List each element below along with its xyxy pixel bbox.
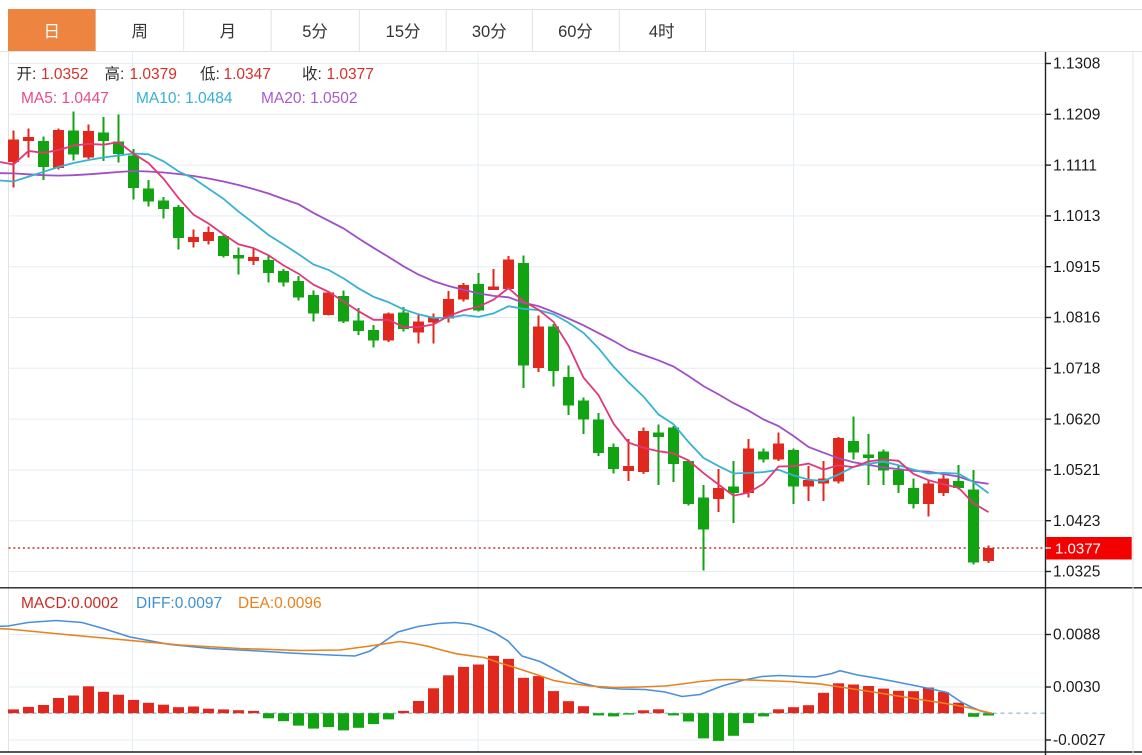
- svg-text:5分: 5分: [302, 22, 328, 41]
- svg-text:1.0325: 1.0325: [1053, 564, 1100, 581]
- svg-text:MA5: 1.0447: MA5: 1.0447: [21, 90, 109, 107]
- svg-text:1.0423: 1.0423: [1053, 513, 1100, 530]
- svg-text:周: 周: [132, 23, 149, 41]
- svg-text:4时: 4时: [649, 22, 675, 41]
- svg-text:1.0718: 1.0718: [1053, 361, 1100, 378]
- svg-text:30分: 30分: [472, 22, 507, 41]
- svg-text:1.1209: 1.1209: [1053, 107, 1100, 124]
- svg-text:MACD:0.0002: MACD:0.0002: [21, 595, 118, 612]
- svg-text:1.0816: 1.0816: [1053, 310, 1100, 327]
- svg-text:低:: 低:: [200, 65, 220, 83]
- svg-text:1.0352: 1.0352: [41, 66, 88, 83]
- svg-text:0.0030: 0.0030: [1053, 679, 1101, 696]
- svg-text:1.0521: 1.0521: [1053, 462, 1100, 479]
- svg-text:日: 日: [43, 23, 60, 41]
- svg-text:1.0620: 1.0620: [1053, 411, 1101, 428]
- svg-text:1.1308: 1.1308: [1053, 56, 1100, 73]
- svg-text:月: 月: [220, 23, 237, 41]
- svg-text:DIFF:0.0097: DIFF:0.0097: [136, 595, 222, 612]
- svg-text:1.1111: 1.1111: [1053, 157, 1097, 174]
- svg-text:60分: 60分: [558, 22, 593, 41]
- svg-text:DEA:0.0096: DEA:0.0096: [238, 595, 322, 612]
- svg-text:开:: 开:: [17, 66, 37, 83]
- svg-text:收:: 收:: [302, 65, 322, 83]
- svg-text:-0.0027: -0.0027: [1053, 732, 1106, 749]
- svg-text:1.0915: 1.0915: [1053, 259, 1100, 276]
- svg-text:1.0377: 1.0377: [327, 66, 374, 83]
- svg-text:高:: 高:: [105, 65, 125, 83]
- svg-text:15分: 15分: [386, 22, 421, 41]
- svg-text:1.0377: 1.0377: [1055, 541, 1101, 558]
- svg-text:1.0347: 1.0347: [224, 66, 271, 83]
- svg-text:0.0088: 0.0088: [1053, 627, 1100, 644]
- svg-text:MA10: 1.0484: MA10: 1.0484: [136, 90, 233, 107]
- svg-text:1.0379: 1.0379: [130, 66, 177, 83]
- svg-text:MA20: 1.0502: MA20: 1.0502: [261, 90, 358, 107]
- svg-text:1.1013: 1.1013: [1053, 208, 1100, 225]
